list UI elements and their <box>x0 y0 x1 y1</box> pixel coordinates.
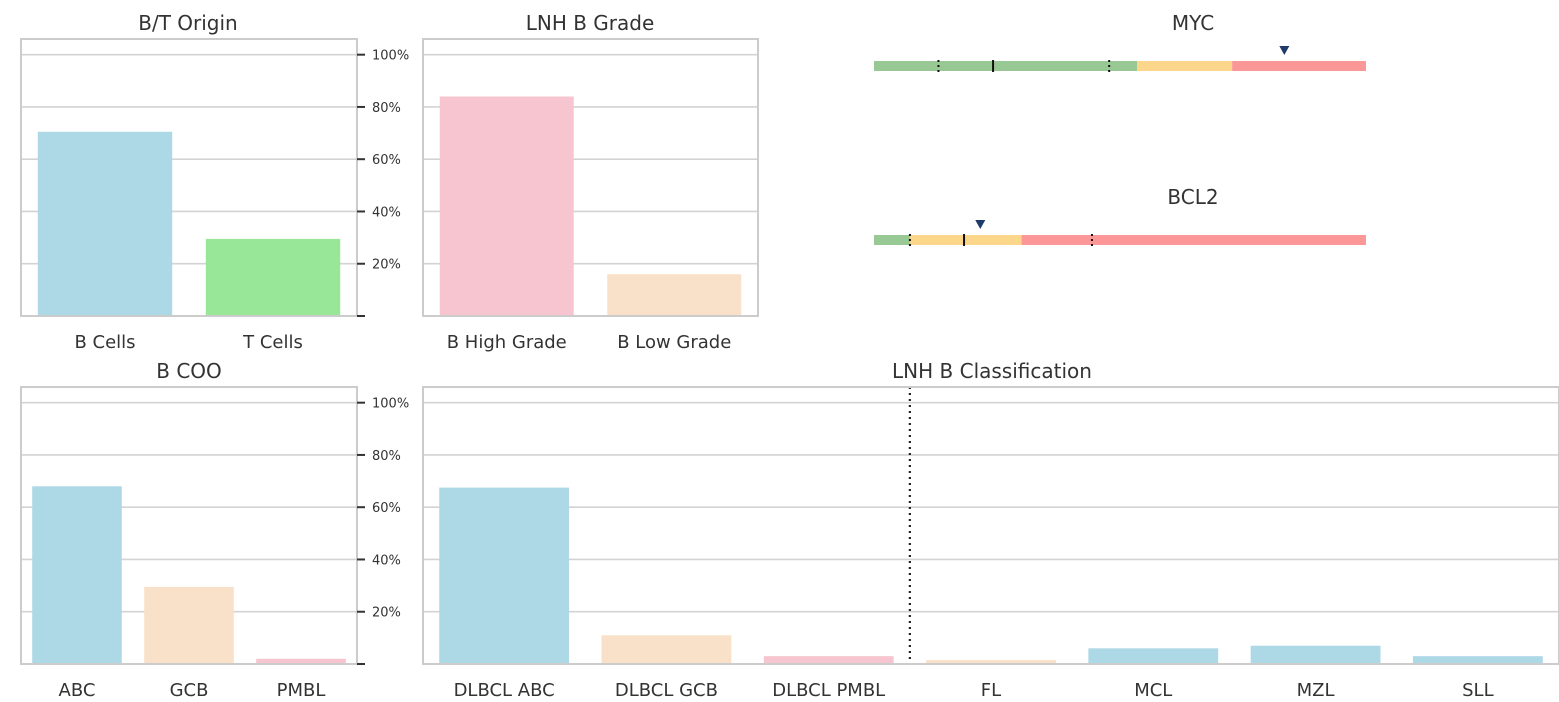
category-label: MZL <box>1297 680 1335 701</box>
gene-track <box>874 220 1366 246</box>
y-tick-label: 80% <box>372 449 401 464</box>
panel-lnh-b-classification: LNH B Classification DLBCL ABC DLBCL GCB D… <box>422 359 1559 701</box>
position-marker <box>975 220 986 229</box>
bar <box>1250 645 1381 664</box>
panel-bt-origin: B/T Origin B Cells T Cells 20% 40% 60% 80% 100… <box>20 11 409 353</box>
plot-frame <box>422 386 1559 665</box>
y-tick-label: 60% <box>372 501 401 516</box>
bar <box>439 96 574 316</box>
y-tick-label: 40% <box>372 205 401 220</box>
plot-area: B Cells T Cells 20% 40% 60% 80% 100% <box>20 38 409 353</box>
gene-zone <box>1021 235 1366 245</box>
position-marker <box>1279 46 1290 55</box>
category-label: DLBCL ABC <box>454 680 555 701</box>
category-label: FL <box>981 680 1001 701</box>
bar <box>607 274 742 316</box>
bar <box>926 660 1056 664</box>
gene-bar-bcl2: BCL2 <box>874 185 1366 246</box>
category-label: PMBL <box>277 680 326 701</box>
bar <box>144 586 234 664</box>
y-tick-label: 80% <box>372 101 401 116</box>
plot-frame <box>20 386 358 665</box>
plot-area: ABC GCB PMBL 20% 40% 60% 80% 100% <box>20 386 409 701</box>
gene-zone <box>909 235 1022 245</box>
category-label: DLBCL GCB <box>615 680 718 701</box>
bar <box>205 238 341 316</box>
category-label: SLL <box>1462 680 1493 701</box>
chart-title: B/T Origin <box>138 11 237 35</box>
chart-title: B COO <box>156 359 222 383</box>
bar <box>37 131 173 316</box>
bar <box>1412 656 1543 664</box>
chart-title: LNH B Classification <box>892 359 1092 383</box>
chart-title: LNH B Grade <box>526 11 655 35</box>
category-label: ABC <box>59 680 96 701</box>
plot-area: B High Grade B Low Grade <box>422 38 759 353</box>
category-label: GCB <box>170 680 209 701</box>
y-tick-label: 60% <box>372 153 401 168</box>
gene-track <box>874 46 1366 72</box>
gene-zone <box>1137 61 1233 71</box>
bar <box>256 658 346 664</box>
y-tick-label: 20% <box>372 606 401 621</box>
category-label: B Low Grade <box>617 332 731 353</box>
gene-zone <box>874 61 1138 71</box>
panel-b-coo: B COO ABC GCB PMBL 20% 40% 60% 80% 100% <box>20 359 409 701</box>
category-label: T Cells <box>242 332 303 353</box>
panel-lnh-b-grade: LNH B Grade B High Grade B Low Grade <box>422 11 759 353</box>
plot-frame <box>422 38 759 317</box>
bar <box>763 656 894 664</box>
gene-title: BCL2 <box>1167 185 1218 209</box>
bar <box>439 487 570 664</box>
gene-bar-myc: MYC <box>874 11 1366 72</box>
plot-area: DLBCL ABC DLBCL GCB DLBCL PMBL FL MCL MZL SLL <box>422 386 1559 701</box>
gene-title: MYC <box>1172 11 1214 35</box>
y-tick-label: 100% <box>372 49 409 64</box>
plot-frame <box>20 38 358 317</box>
y-tick-label: 20% <box>372 258 401 273</box>
category-label: DLBCL PMBL <box>772 680 885 701</box>
bar <box>601 635 732 664</box>
category-label: B Cells <box>74 332 135 353</box>
y-tick-label: 100% <box>372 397 409 412</box>
category-label: B High Grade <box>447 332 567 353</box>
bar <box>32 486 122 664</box>
gene-zone <box>1232 61 1366 71</box>
gene-zone <box>874 235 910 245</box>
bar <box>1088 648 1219 664</box>
y-tick-label: 40% <box>372 553 401 568</box>
category-label: MCL <box>1134 680 1172 701</box>
